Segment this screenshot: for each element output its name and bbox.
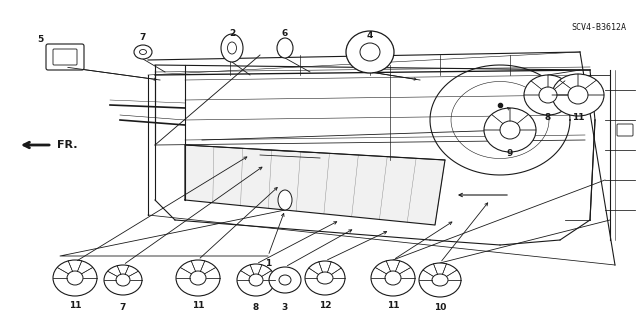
Ellipse shape [524, 75, 572, 115]
Ellipse shape [140, 50, 147, 54]
Ellipse shape [360, 43, 380, 61]
Ellipse shape [278, 190, 292, 210]
Text: 8: 8 [545, 114, 551, 123]
Text: 2: 2 [229, 29, 235, 38]
Text: 11: 11 [572, 114, 584, 123]
Ellipse shape [53, 260, 97, 296]
Ellipse shape [279, 275, 291, 285]
Ellipse shape [176, 260, 220, 296]
Ellipse shape [539, 87, 557, 103]
Text: 9: 9 [507, 148, 513, 157]
Ellipse shape [277, 38, 293, 58]
Ellipse shape [67, 271, 83, 285]
Ellipse shape [432, 274, 448, 286]
Text: 11: 11 [68, 300, 81, 309]
FancyBboxPatch shape [617, 124, 633, 136]
Ellipse shape [134, 45, 152, 59]
Ellipse shape [305, 261, 345, 295]
Text: 1: 1 [265, 259, 271, 268]
Ellipse shape [371, 260, 415, 296]
Text: 4: 4 [367, 30, 373, 39]
Text: 5: 5 [37, 36, 43, 44]
Text: FR.: FR. [57, 140, 77, 150]
FancyBboxPatch shape [53, 49, 77, 65]
Ellipse shape [568, 86, 588, 104]
Ellipse shape [419, 263, 461, 297]
Text: 8: 8 [253, 302, 259, 311]
Text: 10: 10 [434, 302, 446, 311]
Ellipse shape [249, 274, 263, 286]
Ellipse shape [346, 31, 394, 73]
Text: 7: 7 [140, 34, 146, 43]
FancyBboxPatch shape [46, 44, 84, 70]
Text: 7: 7 [120, 302, 126, 311]
Text: 3: 3 [282, 302, 288, 311]
Text: 6: 6 [282, 29, 288, 38]
Ellipse shape [237, 264, 275, 296]
Ellipse shape [227, 42, 237, 54]
Ellipse shape [552, 74, 604, 116]
Ellipse shape [500, 121, 520, 139]
Ellipse shape [269, 267, 301, 293]
Ellipse shape [104, 265, 142, 295]
Ellipse shape [385, 271, 401, 285]
Text: 11: 11 [387, 300, 399, 309]
Ellipse shape [317, 272, 333, 284]
Ellipse shape [221, 34, 243, 62]
Polygon shape [185, 145, 445, 225]
Text: 12: 12 [319, 300, 332, 309]
Text: 11: 11 [192, 300, 204, 309]
Ellipse shape [116, 274, 130, 286]
Ellipse shape [484, 108, 536, 152]
Ellipse shape [190, 271, 206, 285]
Text: SCV4-B3612A: SCV4-B3612A [571, 23, 626, 33]
